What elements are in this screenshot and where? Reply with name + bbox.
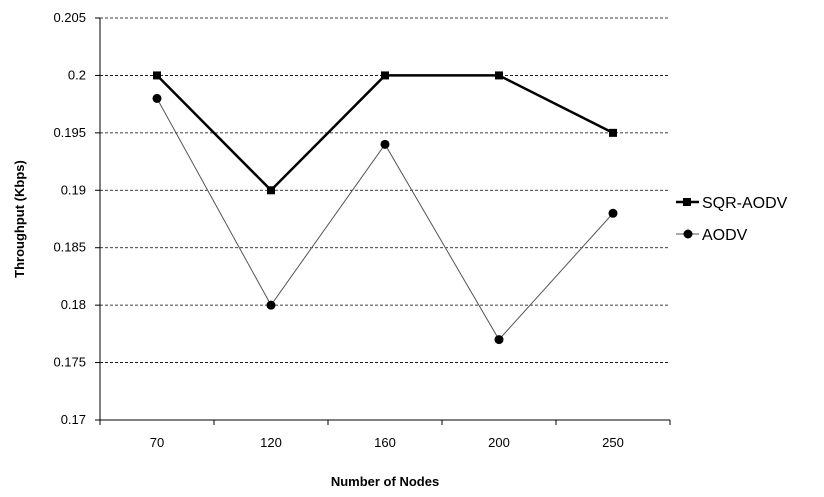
- legend-marker-square: [683, 198, 691, 206]
- y-tick-label: 0.205: [53, 10, 86, 25]
- series-group: [152, 71, 618, 345]
- series-line-aodv: [156, 98, 614, 341]
- data-point-aodv: [494, 335, 504, 345]
- y-tick-label: 0.175: [53, 355, 86, 370]
- x-axis-ticks: 70 120 160 200 250: [99, 420, 671, 450]
- data-point-aodv: [152, 93, 162, 103]
- x-tick-label: 250: [602, 435, 624, 450]
- x-tick-label: 120: [260, 435, 282, 450]
- legend: SQR-AODV AODV: [676, 195, 788, 244]
- data-point-sqr-aodv: [153, 71, 161, 80]
- grid-lines: [100, 17, 670, 363]
- x-tick-label: 160: [374, 435, 396, 450]
- legend-item-sqr-aodv: SQR-AODV: [676, 195, 788, 212]
- x-tick-label: 200: [488, 435, 510, 450]
- y-tick-label: 0.18: [61, 297, 86, 312]
- y-tick-label: 0.2: [68, 67, 86, 82]
- legend-item-aodv: AODV: [676, 227, 748, 244]
- y-tick-label: 0.19: [61, 182, 86, 197]
- y-tick-label: 0.195: [53, 125, 86, 140]
- y-tick-label: 0.185: [53, 240, 86, 255]
- data-point-sqr-aodv: [267, 186, 275, 195]
- y-axis-title: Throughput (Kbps): [12, 160, 27, 278]
- x-tick-label: 70: [150, 435, 164, 450]
- legend-marker-circle: [683, 229, 693, 239]
- data-point-aodv: [608, 208, 618, 218]
- y-axis-ticks: 0.17 0.175 0.18 0.185 0.19 0.195 0.2 0.205: [53, 10, 100, 427]
- y-tick-label: 0.17: [61, 412, 86, 427]
- data-point-sqr-aodv: [609, 128, 617, 137]
- data-point-aodv: [380, 139, 390, 149]
- x-axis-title: Number of Nodes: [331, 474, 439, 489]
- legend-label-aodv: AODV: [702, 227, 748, 244]
- legend-label-sqr-aodv: SQR-AODV: [702, 195, 788, 212]
- data-point-sqr-aodv: [495, 71, 503, 80]
- data-point-sqr-aodv: [381, 71, 389, 80]
- data-point-aodv: [266, 300, 276, 310]
